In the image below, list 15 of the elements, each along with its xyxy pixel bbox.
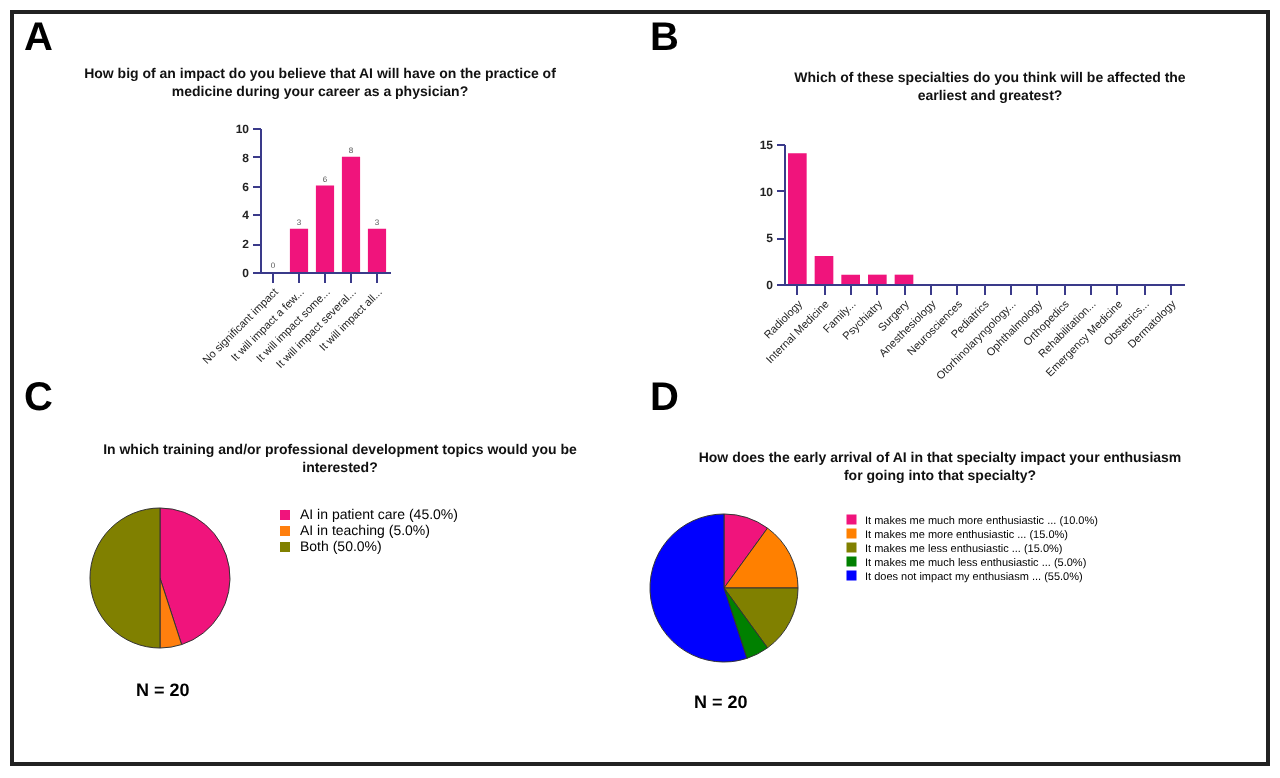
text: C [24, 376, 53, 420]
bar [814, 256, 834, 284]
text: D [650, 376, 679, 420]
text: N = 20 [136, 680, 190, 700]
bar [868, 274, 887, 284]
bar [289, 228, 309, 272]
bar [315, 185, 335, 272]
bar [788, 153, 807, 284]
bar [894, 274, 914, 284]
bar [367, 228, 387, 272]
text: N = 20 [694, 692, 748, 712]
bar [841, 274, 860, 284]
text: A [24, 16, 53, 60]
bar [341, 156, 361, 272]
text: B [650, 16, 679, 60]
